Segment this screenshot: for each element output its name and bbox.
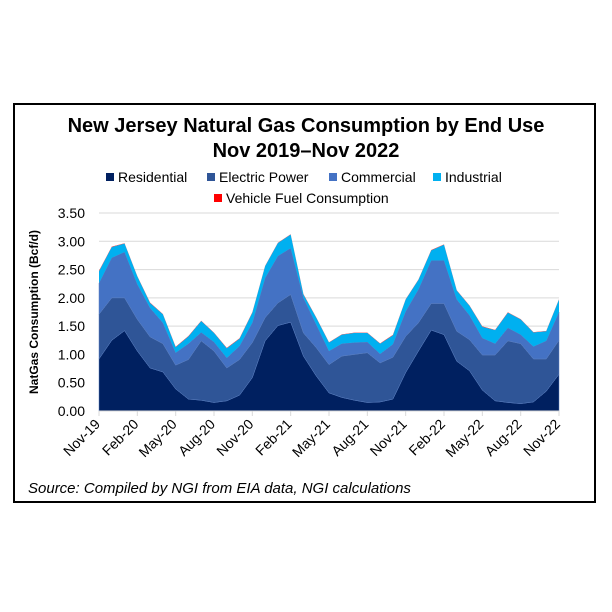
legend-label: Industrial <box>445 169 502 185</box>
legend-label: Electric Power <box>219 169 309 185</box>
y-tick-label: 3.50 <box>58 205 85 221</box>
x-tick-label: Aug-21 <box>328 416 371 459</box>
legend-label: Residential <box>118 169 188 185</box>
legend-label: Vehicle Fuel Consumption <box>226 190 389 206</box>
legend-swatch <box>433 173 441 181</box>
legend-electric-power: Electric Power <box>207 169 308 185</box>
x-tick-label: May-22 <box>442 416 486 460</box>
x-tick-label: Nov-21 <box>367 416 410 459</box>
x-tick-label: May-20 <box>135 416 179 460</box>
y-tick-label: 0.50 <box>58 375 85 391</box>
source-note: Source: Compiled by NGI from EIA data, N… <box>28 480 411 497</box>
y-tick-label: 2.00 <box>58 290 85 306</box>
legend-swatch <box>106 173 114 181</box>
legend-industrial: Industrial <box>433 169 502 185</box>
y-tick-label: 1.50 <box>58 318 85 334</box>
legend-commercial: Commercial <box>329 169 416 185</box>
y-tick-label: 3.00 <box>58 233 85 249</box>
x-tick-label: Feb-20 <box>99 416 142 459</box>
y-tick-label: 2.50 <box>58 262 85 278</box>
y-tick-label: 0.00 <box>58 403 85 419</box>
chart-title: New Jersey Natural Gas Consumption by En… <box>67 115 545 137</box>
chart-frame <box>13 103 596 503</box>
x-tick-label: Nov-19 <box>60 416 103 459</box>
x-tick-label: Nov-20 <box>213 416 256 459</box>
chart-subtitle: Nov 2019–Nov 2022 <box>212 140 400 162</box>
legend-swatch <box>329 173 337 181</box>
y-tick-label: 1.00 <box>58 346 85 362</box>
legend-swatch <box>214 194 222 202</box>
x-tick-label: Aug-20 <box>175 416 218 459</box>
x-tick-label: Feb-22 <box>405 416 448 459</box>
x-tick-label: May-21 <box>289 416 333 460</box>
legend-residential: Residential <box>106 169 187 185</box>
x-tick-label: Feb-21 <box>252 416 295 459</box>
y-axis-label: NatGas Consumption (Bcf/d) <box>27 230 41 394</box>
x-tick-label: Nov-22 <box>520 416 563 459</box>
legend-label: Commercial <box>341 169 416 185</box>
legend-swatch <box>207 173 215 181</box>
x-tick-label: Aug-22 <box>482 416 525 459</box>
legend-vehicle-fuel: Vehicle Fuel Consumption <box>214 190 389 206</box>
